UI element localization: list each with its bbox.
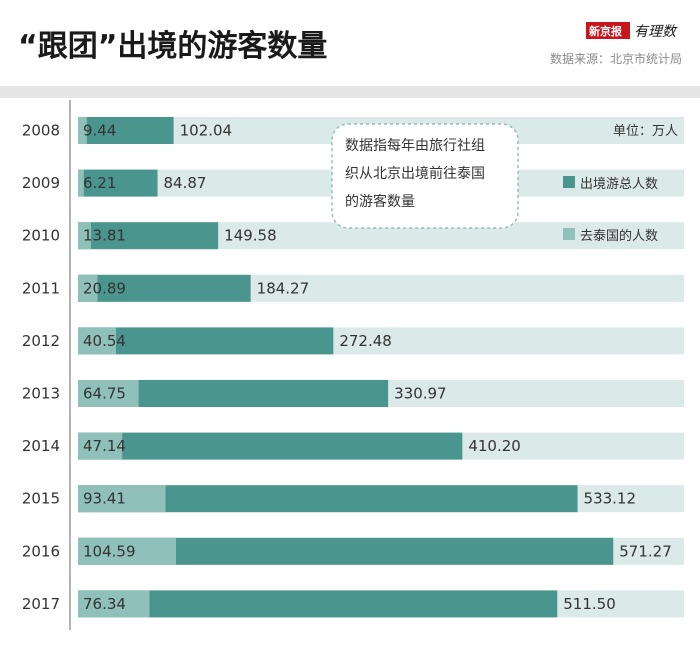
bar-total [78,117,174,144]
value-label-thailand: 6.21 [83,174,116,192]
value-label-thailand: 93.41 [83,490,126,508]
bar-thailand [78,485,166,513]
year-label: 2014 [22,437,60,455]
bar-thailand [78,327,116,355]
note-line-3: 的游客数量 [345,193,415,210]
bar-thailand [78,432,123,460]
value-label-thailand: 47.14 [83,437,126,455]
year-label: 2010 [22,227,60,245]
brand-logo-text: 新京报 [589,24,623,38]
bar-thailand [78,117,87,144]
value-label-thailand: 13.81 [83,227,126,245]
unit-label: 单位：万人 [613,124,678,139]
year-label: 2017 [22,595,60,613]
bar-total [78,274,251,302]
value-label-total: 84.87 [164,174,207,192]
year-label: 2011 [22,279,60,297]
bar-thailand [78,274,98,302]
value-label-thailand: 64.75 [83,385,126,403]
value-label-total: 102.04 [180,122,233,140]
note-line-1: 数据指每年由旅行社组 [345,138,485,154]
bar-thailand [78,380,139,407]
chart-title: “跟团”出境的游客数量 [18,29,327,64]
value-label-thailand: 40.54 [83,332,126,350]
legend-label-thailand: 去泰国的人数 [580,228,658,244]
bar-thailand [78,590,150,618]
value-label-total: 533.12 [584,490,637,508]
brand-logo-subtext: 有理数 [634,24,678,40]
year-label: 2012 [22,332,60,350]
data-source: 数据来源：北京市统计局 [550,51,682,66]
year-label: 2015 [22,490,60,508]
bar-thailand [78,537,177,565]
year-label: 2016 [22,542,60,560]
value-label-thailand: 9.44 [83,122,116,140]
year-label: 2013 [22,385,60,403]
value-label-total: 571.27 [619,542,672,560]
value-label-total: 410.20 [468,437,521,455]
value-label-total: 149.58 [224,227,277,245]
value-label-thailand: 104.59 [83,542,136,560]
value-label-total: 272.48 [339,332,392,350]
bar-total [78,169,158,197]
bar-total [78,222,219,250]
legend-swatch-thailand [563,228,575,240]
bar-thailand [78,169,84,197]
value-label-total: 511.50 [563,595,616,613]
year-label: 2008 [22,122,60,140]
note-callout [331,123,519,229]
legend-label-total: 出境游总人数 [580,177,658,192]
value-label-thailand: 76.34 [83,595,126,613]
bar-thailand [78,222,91,250]
note-line-2: 织从北京出境前往泰国 [345,165,485,182]
value-label-total: 330.97 [394,385,447,403]
header-band [0,86,700,98]
bar-total [78,327,334,355]
legend-swatch-total [563,176,575,188]
value-label-total: 184.27 [257,279,310,297]
brand-logo-box [586,22,630,39]
bar-total [78,432,463,460]
value-label-thailand: 20.89 [83,279,126,297]
year-label: 2009 [22,174,60,192]
bar-total [78,590,558,618]
